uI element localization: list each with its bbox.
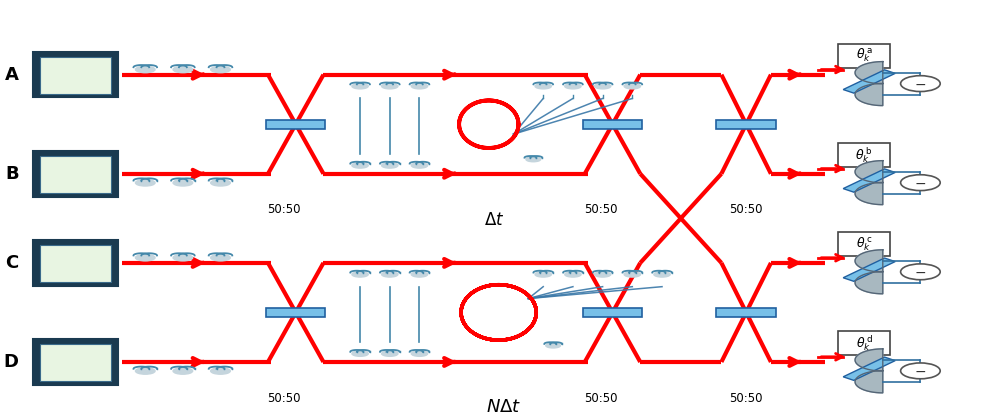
Polygon shape	[855, 271, 883, 294]
Bar	[266, 308, 325, 317]
Bar	[33, 151, 118, 196]
Bar	[843, 258, 895, 281]
Text: D: D	[4, 353, 19, 371]
Ellipse shape	[352, 272, 368, 277]
Ellipse shape	[173, 66, 193, 73]
Text: $\Delta t$: $\Delta t$	[484, 211, 504, 229]
Ellipse shape	[654, 272, 670, 277]
Ellipse shape	[411, 163, 428, 168]
Bar	[583, 308, 642, 317]
Text: $\theta_k^{\,\mathrm{d}}$: $\theta_k^{\,\mathrm{d}}$	[856, 333, 872, 353]
Ellipse shape	[352, 83, 368, 89]
Text: 50:50: 50:50	[584, 392, 617, 404]
Text: $-$: $-$	[914, 265, 926, 279]
Polygon shape	[855, 161, 883, 183]
Ellipse shape	[594, 272, 611, 277]
Ellipse shape	[211, 254, 230, 261]
Ellipse shape	[624, 83, 640, 89]
Ellipse shape	[535, 272, 551, 277]
Ellipse shape	[382, 272, 398, 277]
Circle shape	[901, 175, 940, 191]
Bar	[716, 308, 776, 317]
Ellipse shape	[173, 180, 193, 186]
Bar	[33, 240, 118, 286]
Ellipse shape	[382, 83, 398, 89]
Ellipse shape	[411, 351, 428, 356]
Polygon shape	[855, 83, 883, 106]
Ellipse shape	[135, 254, 155, 261]
Ellipse shape	[135, 180, 155, 186]
Bar	[33, 52, 118, 98]
Ellipse shape	[211, 66, 230, 73]
Circle shape	[901, 75, 940, 91]
Ellipse shape	[211, 368, 230, 374]
Ellipse shape	[411, 83, 428, 89]
Text: $-$: $-$	[914, 176, 926, 190]
Ellipse shape	[526, 157, 541, 162]
Ellipse shape	[352, 163, 368, 168]
Text: 50:50: 50:50	[267, 392, 301, 404]
Ellipse shape	[565, 83, 581, 89]
Bar	[716, 120, 776, 128]
Bar	[838, 44, 890, 68]
Bar	[838, 143, 890, 167]
Ellipse shape	[211, 180, 230, 186]
Bar	[583, 120, 642, 128]
Ellipse shape	[594, 83, 611, 89]
Text: C: C	[5, 254, 19, 272]
Text: $N\Delta t$: $N\Delta t$	[486, 398, 521, 416]
Polygon shape	[855, 371, 883, 393]
Text: 50:50: 50:50	[729, 203, 763, 216]
Bar	[843, 169, 895, 192]
Bar	[843, 70, 895, 93]
Text: $-$: $-$	[914, 77, 926, 90]
Text: 50:50: 50:50	[267, 203, 301, 216]
Bar	[838, 331, 890, 355]
Ellipse shape	[135, 66, 155, 73]
Ellipse shape	[173, 254, 193, 261]
Bar	[843, 357, 895, 380]
Polygon shape	[855, 250, 883, 272]
Ellipse shape	[382, 351, 398, 356]
Polygon shape	[855, 62, 883, 84]
Polygon shape	[855, 183, 883, 205]
Polygon shape	[855, 349, 883, 371]
Text: 50:50: 50:50	[729, 392, 763, 404]
Bar	[33, 339, 118, 385]
Ellipse shape	[535, 83, 551, 89]
Text: $\theta_k^{\,\mathrm{b}}$: $\theta_k^{\,\mathrm{b}}$	[855, 145, 873, 165]
Ellipse shape	[135, 368, 155, 374]
Text: 50:50: 50:50	[584, 203, 617, 216]
Ellipse shape	[565, 272, 581, 277]
Text: $\theta_k^{\,\mathrm{a}}$: $\theta_k^{\,\mathrm{a}}$	[856, 47, 872, 65]
Bar	[40, 245, 111, 282]
Ellipse shape	[173, 368, 193, 374]
Ellipse shape	[411, 272, 428, 277]
Bar	[40, 57, 111, 93]
Ellipse shape	[352, 351, 368, 356]
Text: $-$: $-$	[914, 364, 926, 378]
Circle shape	[901, 264, 940, 280]
Ellipse shape	[546, 343, 560, 348]
Text: $\theta_k^{\,\mathrm{c}}$: $\theta_k^{\,\mathrm{c}}$	[856, 235, 872, 253]
Bar	[40, 344, 111, 381]
Text: B: B	[5, 165, 19, 183]
Text: A: A	[5, 66, 19, 84]
Ellipse shape	[382, 163, 398, 168]
Ellipse shape	[624, 272, 640, 277]
Bar	[266, 120, 325, 128]
Circle shape	[901, 363, 940, 379]
Bar	[838, 232, 890, 256]
Bar	[40, 156, 111, 193]
